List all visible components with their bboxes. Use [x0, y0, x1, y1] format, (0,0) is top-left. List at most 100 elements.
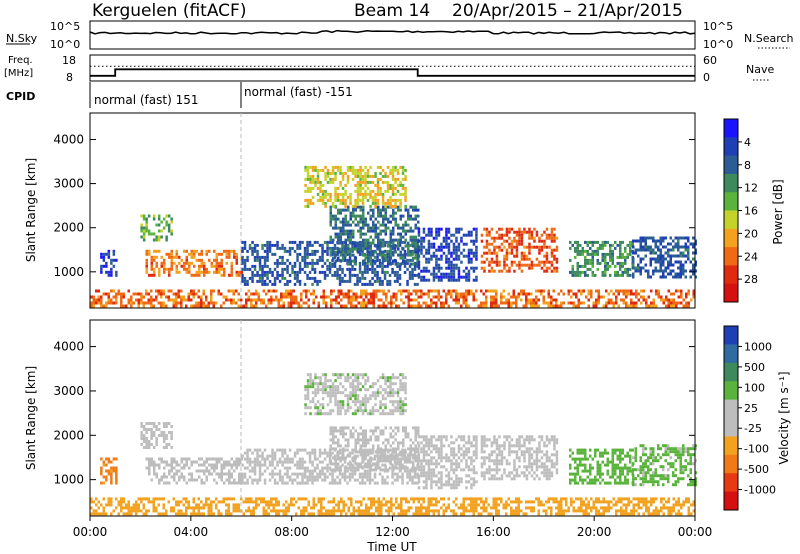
heatmap-cell	[375, 295, 378, 299]
heatmap-cell	[258, 264, 262, 268]
heatmap-cell	[286, 270, 289, 274]
heatmap-cell	[354, 403, 357, 407]
heatmap-cell	[281, 463, 284, 467]
heatmap-cell	[291, 472, 294, 476]
heatmap-cell	[165, 252, 168, 256]
heatmap-cell	[364, 256, 367, 260]
heatmap-cell	[457, 462, 461, 466]
heatmap-cell	[258, 261, 262, 265]
heatmap-cell	[437, 275, 441, 279]
heatmap-cell	[625, 301, 628, 305]
heatmap-cell	[412, 468, 415, 472]
heatmap-cell	[407, 244, 410, 248]
heatmap-cell	[411, 258, 414, 262]
heatmap-cell	[389, 444, 392, 448]
heatmap-cell	[399, 406, 402, 410]
heatmap-cell	[356, 192, 360, 196]
heatmap-cell	[293, 463, 297, 467]
heatmap-cell	[377, 244, 380, 248]
heatmap-cell	[175, 472, 178, 476]
heatmap-cell	[470, 289, 473, 293]
heatmap-cell	[457, 272, 461, 276]
heatmap-cell	[432, 275, 436, 279]
heatmap-cell	[364, 435, 367, 439]
heatmap-cell	[430, 298, 433, 302]
heatmap-cell	[337, 226, 340, 230]
heatmap-cell	[342, 456, 345, 460]
heatmap-cell	[505, 474, 509, 478]
heatmap-cell	[319, 379, 322, 383]
heatmap-cell	[505, 459, 509, 463]
heatmap-cell	[338, 267, 342, 271]
heatmap-cell	[612, 304, 615, 308]
heatmap-cell	[594, 252, 597, 256]
heatmap-cell	[256, 252, 259, 256]
heatmap-cell	[314, 183, 317, 187]
heatmap-cell	[447, 278, 451, 282]
heatmap-cell	[384, 226, 387, 230]
heatmap-cell	[523, 245, 526, 249]
heatmap-cell	[517, 295, 520, 299]
heatmap-cell	[157, 214, 161, 218]
heatmap-cell	[587, 289, 590, 293]
heatmap-cell	[205, 252, 208, 256]
heatmap-cell	[322, 295, 325, 299]
heatmap-cell	[276, 246, 279, 250]
heatmap-cell	[351, 249, 354, 253]
heatmap-cell	[303, 282, 307, 286]
heatmap-cell	[579, 249, 582, 253]
heatmap-cell	[553, 269, 556, 273]
heatmap-cell	[442, 275, 446, 279]
heatmap-cell	[654, 260, 657, 264]
heatmap-cell	[427, 438, 431, 442]
heatmap-cell	[142, 238, 146, 242]
heatmap-cell	[122, 295, 125, 299]
heatmap-cell	[619, 267, 622, 271]
heatmap-cell	[485, 245, 489, 249]
heatmap-cell	[360, 304, 363, 308]
heatmap-cell	[281, 258, 284, 262]
heatmap-cell	[460, 236, 463, 240]
heatmap-cell	[383, 243, 387, 247]
heatmap-cell	[344, 444, 347, 448]
heatmap-cell	[222, 295, 225, 299]
heatmap-cell	[452, 471, 456, 475]
heatmap-cell	[303, 270, 307, 274]
heatmap-cell	[220, 304, 223, 308]
heatmap-cell	[417, 456, 421, 460]
heatmap-cell	[495, 236, 499, 240]
heatmap-cell	[367, 259, 370, 263]
heatmap-cell	[445, 438, 448, 442]
heatmap-cell	[367, 229, 370, 233]
heatmap-cell	[235, 270, 238, 274]
heatmap-cell	[331, 201, 335, 205]
heatmap-cell	[457, 435, 461, 439]
heatmap-cell	[321, 195, 325, 199]
heatmap-cell	[606, 252, 609, 256]
heatmap-cell	[251, 273, 254, 277]
heatmap-cell	[430, 438, 433, 442]
heatmap-cell	[321, 168, 325, 172]
heatmap-cell	[403, 264, 407, 268]
heatmap-cell	[384, 201, 387, 205]
heatmap-cell	[291, 240, 294, 244]
heatmap-cell	[510, 251, 514, 255]
heatmap-cell	[175, 252, 178, 256]
heatmap-cell	[639, 245, 642, 249]
heatmap-cell	[601, 270, 604, 274]
heatmap-cell	[261, 279, 264, 283]
heatmap-cell	[417, 220, 420, 224]
heatmap-cell	[596, 249, 599, 253]
heatmap-cell	[383, 264, 387, 268]
heatmap-cell	[261, 457, 264, 461]
heatmap-cell	[155, 255, 158, 259]
heatmap-cell	[614, 240, 617, 244]
heatmap-cell	[604, 255, 607, 259]
heatmap-cell	[351, 469, 354, 473]
heatmap-cell	[334, 373, 337, 377]
heatmap-cell	[334, 426, 337, 430]
heatmap-cell	[112, 258, 116, 262]
heatmap-cell	[346, 403, 350, 407]
heatmap-cell	[301, 448, 304, 452]
heatmap-cell	[427, 292, 430, 296]
